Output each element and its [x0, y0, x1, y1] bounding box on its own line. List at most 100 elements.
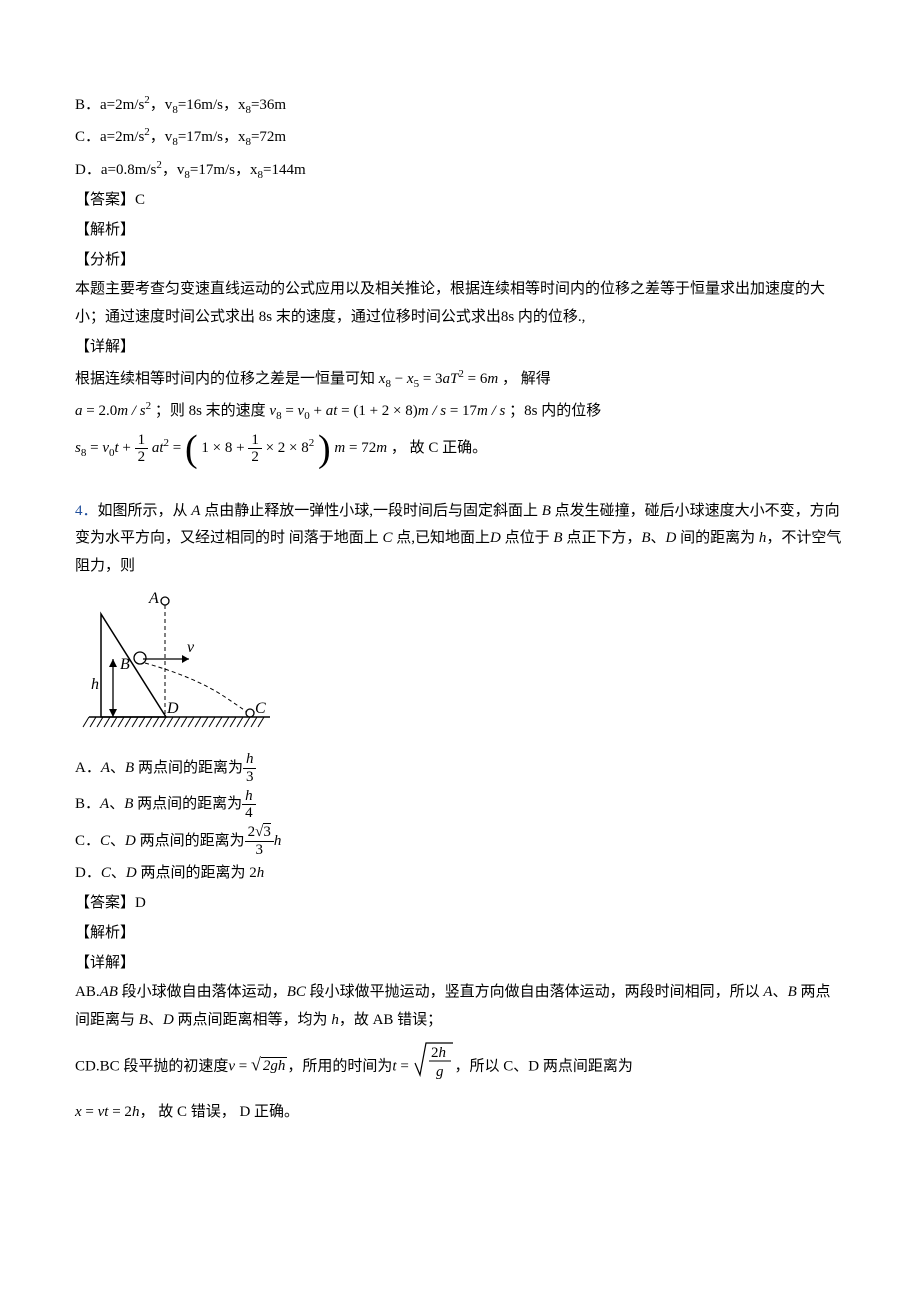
sub: 5 [414, 378, 420, 390]
q4-stem-para: 如图所示，从 A 点由静止释放一弹性小球,一段时间后与固定斜面上 B 点发生碰撞… [75, 503, 841, 575]
frac-num: 1 [135, 432, 149, 450]
q3-option-b: B．a=2m/s2，v8=16m/s，x8=36m [75, 90, 845, 120]
svg-text:2h: 2h [431, 1045, 446, 1061]
label-h: h [91, 676, 99, 693]
var-at: at [152, 440, 164, 456]
eq-var: aT [443, 371, 459, 387]
sub: 8 [81, 447, 87, 459]
label-b: B [120, 656, 130, 673]
q3-analysis-text: 本题主要考查匀变速直线运动的公式应用以及相关推论，根据连续相等时间内的位移之差等… [75, 276, 845, 332]
var-vt: vt [98, 1104, 109, 1120]
eq-text: = 17 [446, 403, 477, 419]
result-text: m [334, 440, 345, 456]
fraction-half: 12 [248, 432, 262, 466]
plus-sign: + [122, 440, 134, 456]
q3-option-d: D．a=0.8m/s2，v8=17m/s，x8=144m [75, 155, 845, 185]
cd-mid-text: ，所用的时间为 [287, 1058, 392, 1074]
q4-option-a: A．A、B 两点间的距离为h3 [75, 751, 845, 786]
q3-detail-label: 【详解】 [75, 334, 845, 362]
after-text: ；8s 内的位移 [509, 403, 601, 419]
q3-option-c: C．a=2m/s2，v8=17m/s，x8=72m [75, 122, 845, 152]
eq-text: = (1 + 2 × 8) [337, 403, 417, 419]
unit: m / s [117, 403, 145, 419]
fraction: h3 [243, 751, 257, 785]
q4-detail-ab: AB.AB 段小球做自由落体运动，BC 段小球做平抛运动，竖直方向做自由落体运动… [75, 979, 845, 1035]
after-text: ， 解得 [502, 371, 551, 387]
ball-c [246, 709, 254, 717]
frac-num: h [242, 788, 256, 806]
sqrt-icon: √ [251, 1054, 261, 1074]
var-t: t [114, 440, 118, 456]
svg-text:g: g [436, 1064, 444, 1080]
eq-text: + [313, 403, 325, 419]
sub: 0 [304, 410, 310, 422]
result-text: = 72 [345, 440, 376, 456]
result-text: m [376, 440, 387, 456]
sup: 2 [146, 400, 152, 412]
fraction: 2√33 [245, 824, 274, 858]
var-x: x [75, 1104, 82, 1120]
q3-detail-text1: 根据连续相等时间内的位移之差是一恒量可知 [75, 371, 375, 387]
unit: m / s [418, 403, 446, 419]
frac-den: 4 [242, 805, 256, 822]
equals-sign: = [285, 403, 297, 419]
frac-den: 2 [248, 449, 262, 466]
sup: 2 [309, 437, 315, 449]
ball-a [161, 597, 169, 605]
inner-text: × 2 × 8 [266, 440, 309, 456]
sup: 2 [458, 368, 464, 380]
equals-sign: = [423, 371, 435, 387]
frac-den: 3 [245, 842, 274, 859]
label-a: A [148, 590, 159, 607]
fraction: h4 [242, 788, 256, 822]
q4-detail-last: x = vt = 2h， 故 C 错误， D 正确。 [75, 1099, 845, 1127]
label-c: C [255, 700, 266, 717]
arrowhead-up-icon [109, 659, 117, 667]
label-d: D [166, 700, 179, 717]
equals-sign: = [82, 1104, 98, 1120]
arrowhead-down-icon [109, 709, 117, 717]
sqrt-frac-svg: 2h g [413, 1037, 455, 1081]
frac-den: 2 [135, 449, 149, 466]
q4-option-b: B．A、B 两点间的距离为h4 [75, 787, 845, 822]
q4-diagram: A B C D h v [75, 589, 845, 745]
frac-num: 1 [248, 432, 262, 450]
sub: 8 [276, 410, 282, 422]
trajectory-curve [145, 663, 247, 712]
ball-b [134, 652, 146, 664]
frac-den: 3 [243, 769, 257, 786]
eq-a: a [75, 403, 83, 419]
frac-num: h [243, 751, 257, 769]
sqrt-frac: 2h g [413, 1037, 455, 1097]
equals-sign: = 2 [108, 1104, 131, 1120]
mid-text: ；则 8s 末的速度 [155, 403, 266, 419]
unit: m [487, 371, 498, 387]
frac-num: 2√3 [245, 824, 274, 842]
var-at: at [326, 403, 338, 419]
arrowhead-icon [182, 655, 189, 663]
q4-detail-cd: CD.BC 段平抛的初速度v = √2gh，所用的时间为t = 2hg，所以 C… [75, 1037, 845, 1097]
q4-detail-label: 【详解】 [75, 950, 845, 978]
fraction-half: 12 [135, 432, 149, 466]
q3-detail-line3: s8 = v0t + 12 at2 = ( 1 × 8 + 12 × 2 × 8… [75, 430, 845, 468]
equals-sign: = [397, 1058, 413, 1074]
q4-stem: 4．如图所示，从 A 点由静止释放一弹性小球,一段时间后与固定斜面上 B 点发生… [75, 498, 845, 581]
after-text: ， 故 C 正确。 [391, 440, 487, 456]
sqrt-content: 2gh [261, 1057, 288, 1074]
q3-answer-label: 【答案】C [75, 187, 845, 215]
var-v0: v [102, 440, 109, 456]
cd-pre-text: CD.BC 段平抛的初速度 [75, 1058, 228, 1074]
diagram-svg: A B C D h v [75, 589, 270, 734]
num: 3 [435, 371, 443, 387]
unit: m / s [477, 403, 505, 419]
eq-text: = 2.0 [83, 403, 118, 419]
var-h: h [274, 833, 282, 849]
eq-var: x [407, 371, 414, 387]
ground-hatch [83, 717, 264, 727]
q3-analysis-label: 【分析】 [75, 247, 845, 275]
q3-detail-line2: a = 2.0m / s2 ；则 8s 末的速度 v8 = v0 + at = … [75, 396, 845, 426]
q3-detail-line1: 根据连续相等时间内的位移之差是一恒量可知 x8 − x5 = 3aT2 = 6m… [75, 364, 845, 394]
minus-sign: − [395, 371, 407, 387]
last-after-text: ， 故 C 错误， D 正确。 [139, 1104, 299, 1120]
equals-sign: = [173, 440, 185, 456]
